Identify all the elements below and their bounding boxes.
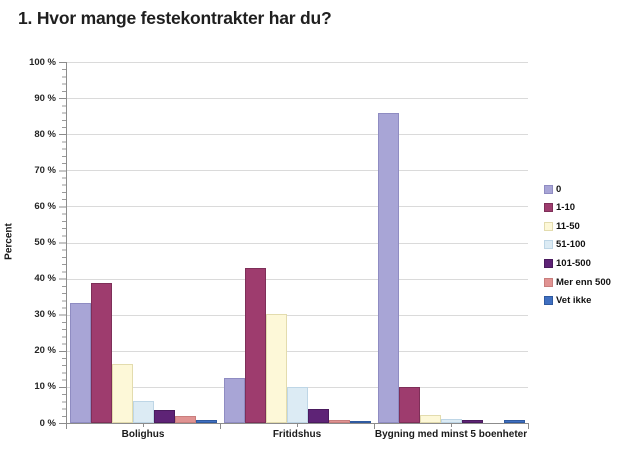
bar-101-500-bolighus [153, 410, 175, 423]
y-tick-label: 60 % [34, 200, 56, 212]
x-axis-boundary-tick [66, 424, 67, 429]
legend-item-vet-ikke: Vet ikke [544, 294, 591, 308]
gridline [66, 206, 528, 208]
legend-label: Mer enn 500 [556, 276, 611, 288]
y-tick-label: 80 % [34, 128, 56, 140]
legend-label: 1-10 [556, 202, 576, 214]
gridline [66, 170, 528, 172]
bar-1-10-bolighus [90, 283, 112, 423]
gridline [66, 350, 528, 352]
x-category-label: Fritidshus [272, 429, 322, 440]
y-tick-label: 50 % [34, 237, 56, 248]
bar-51-100-fritidshus [286, 387, 308, 423]
legend-label: 101-500 [556, 257, 591, 269]
legend-item-1-10: 1-10 [544, 201, 575, 215]
bar-0-bolighus [69, 303, 91, 423]
chart-title: 1. Hvor mange festekontrakter har du? [18, 8, 332, 28]
y-axis-major-ticks [59, 62, 66, 425]
legend-item-0: 0 [544, 182, 561, 196]
legend-label: Vet ikke [556, 295, 592, 307]
y-axis [66, 62, 67, 424]
y-tick-label: 70 % [34, 164, 56, 176]
legend-item-11-50: 11-50 [544, 219, 580, 233]
legend-label: 0 [556, 183, 562, 195]
bar-11-50-fritidshus [265, 314, 287, 423]
bar-vet-ikke-fritidshus [349, 421, 371, 423]
bar-0-fritidshus [223, 378, 245, 423]
x-axis-center-tick [297, 424, 298, 427]
x-axis-center-tick [143, 424, 144, 427]
bar-51-100-bygning-med-minst-5-boenheter [440, 419, 462, 423]
legend-swatch-icon [544, 203, 553, 213]
gridline [66, 62, 528, 63]
bar-mer-enn-500-fritidshus [328, 420, 350, 423]
x-axis-center-tick [451, 424, 452, 427]
y-tick-label: 0 % [39, 417, 56, 429]
legend-swatch-icon [544, 277, 553, 287]
x-axis-boundary-tick [220, 424, 221, 429]
legend-label: 51-100 [556, 239, 586, 251]
y-tick-label: 30 % [34, 309, 56, 321]
gridline [66, 134, 528, 136]
gridline [66, 98, 528, 100]
legend-swatch-icon [544, 184, 553, 194]
gridline [66, 242, 528, 244]
x-axis [63, 423, 529, 424]
legend-swatch-icon [544, 258, 553, 268]
bar-1-10-bygning-med-minst-5-boenheter [398, 387, 420, 423]
x-axis-boundary-tick [374, 424, 375, 429]
bar-0-bygning-med-minst-5-boenheter [377, 113, 399, 423]
gridline [66, 278, 528, 280]
legend-swatch-icon [544, 221, 553, 231]
bar-vet-ikke-bygning-med-minst-5-boenheter [503, 420, 525, 423]
x-axis-boundary-tick [528, 424, 529, 429]
gridline [66, 314, 528, 316]
bar-11-50-bygning-med-minst-5-boenheter [419, 415, 441, 423]
legend-item-mer-enn-500: Mer enn 500 [544, 275, 611, 289]
y-axis-title: Percent [3, 223, 15, 260]
bar-11-50-bolighus [111, 364, 133, 423]
x-category-label: Bygning med minst 5 boenheter [374, 429, 528, 440]
bar-mer-enn-500-bolighus [174, 416, 196, 423]
x-category-label: Bolighus [121, 429, 165, 440]
y-tick-label: 100 % [29, 56, 56, 68]
legend-item-51-100: 51-100 [544, 238, 586, 252]
legend-swatch-icon [544, 240, 553, 250]
bar-vet-ikke-bolighus [195, 420, 217, 423]
legend-item-101-500: 101-500 [544, 256, 591, 270]
bar-1-10-fritidshus [244, 268, 266, 423]
y-tick-label: 20 % [34, 345, 56, 357]
legend-label: 11-50 [556, 220, 580, 232]
y-tick-label: 10 % [34, 381, 56, 393]
legend-swatch-icon [544, 296, 553, 306]
bar-101-500-bygning-med-minst-5-boenheter [461, 420, 483, 423]
y-tick-label: 90 % [34, 92, 56, 104]
bar-51-100-bolighus [132, 401, 154, 423]
bar-101-500-fritidshus [307, 409, 329, 423]
y-tick-label: 40 % [34, 273, 56, 285]
